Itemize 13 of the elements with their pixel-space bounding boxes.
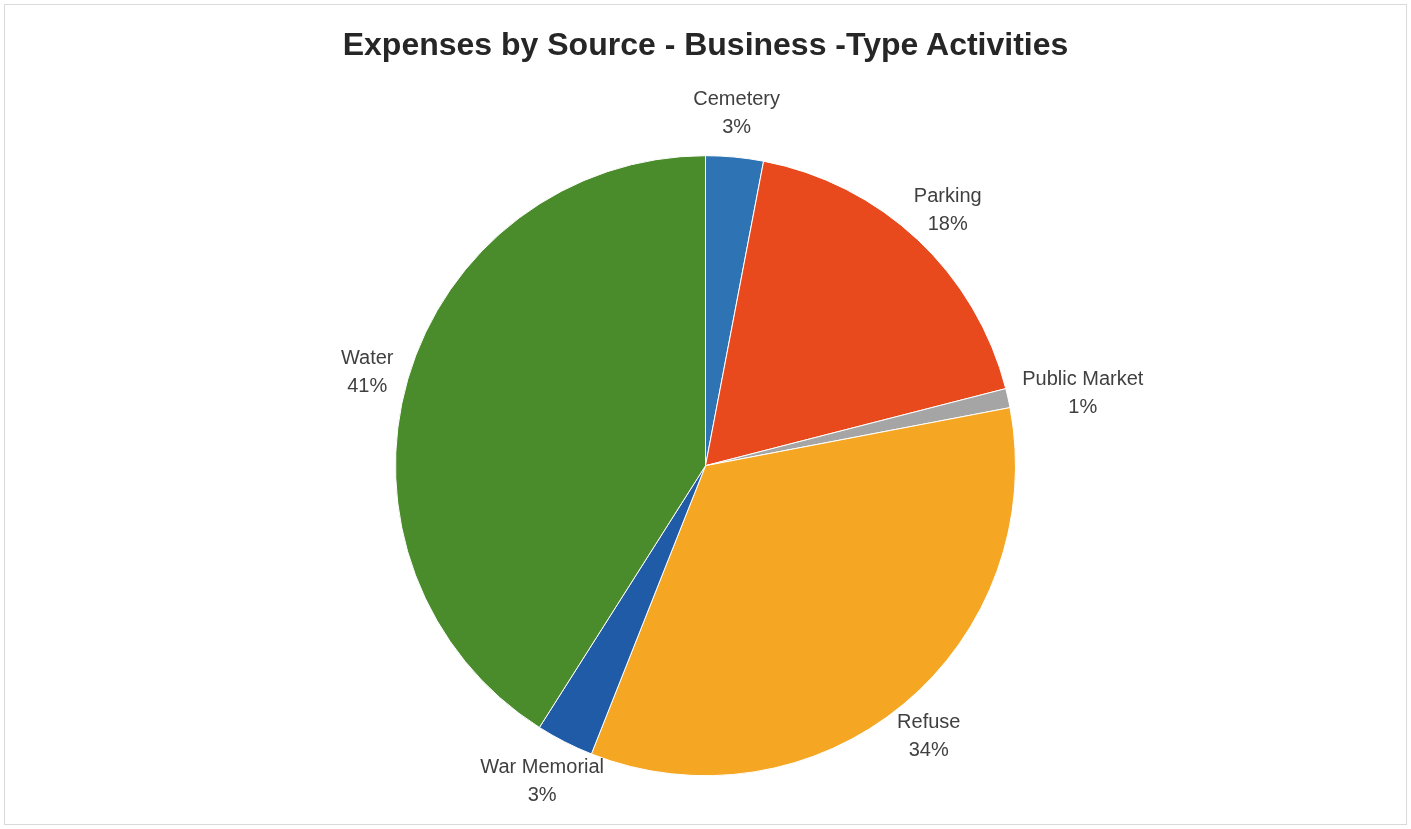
slice-label: Refuse xyxy=(897,710,961,733)
data-label: 3% xyxy=(527,782,557,805)
slice-label: Public Market xyxy=(1022,366,1144,389)
data-label: 34% xyxy=(908,738,949,761)
slice-label: Cemetery xyxy=(693,86,780,109)
data-label: 3% xyxy=(722,114,752,137)
data-label: 1% xyxy=(1068,394,1098,417)
chart-title: Expenses by Source - Business -Type Activities xyxy=(342,26,1069,63)
data-label: 18% xyxy=(927,211,968,234)
slice-label: Water xyxy=(340,345,394,368)
slice-label: War Memorial xyxy=(480,754,605,777)
data-label: 41% xyxy=(347,373,388,396)
slice-label: Parking xyxy=(913,183,982,206)
